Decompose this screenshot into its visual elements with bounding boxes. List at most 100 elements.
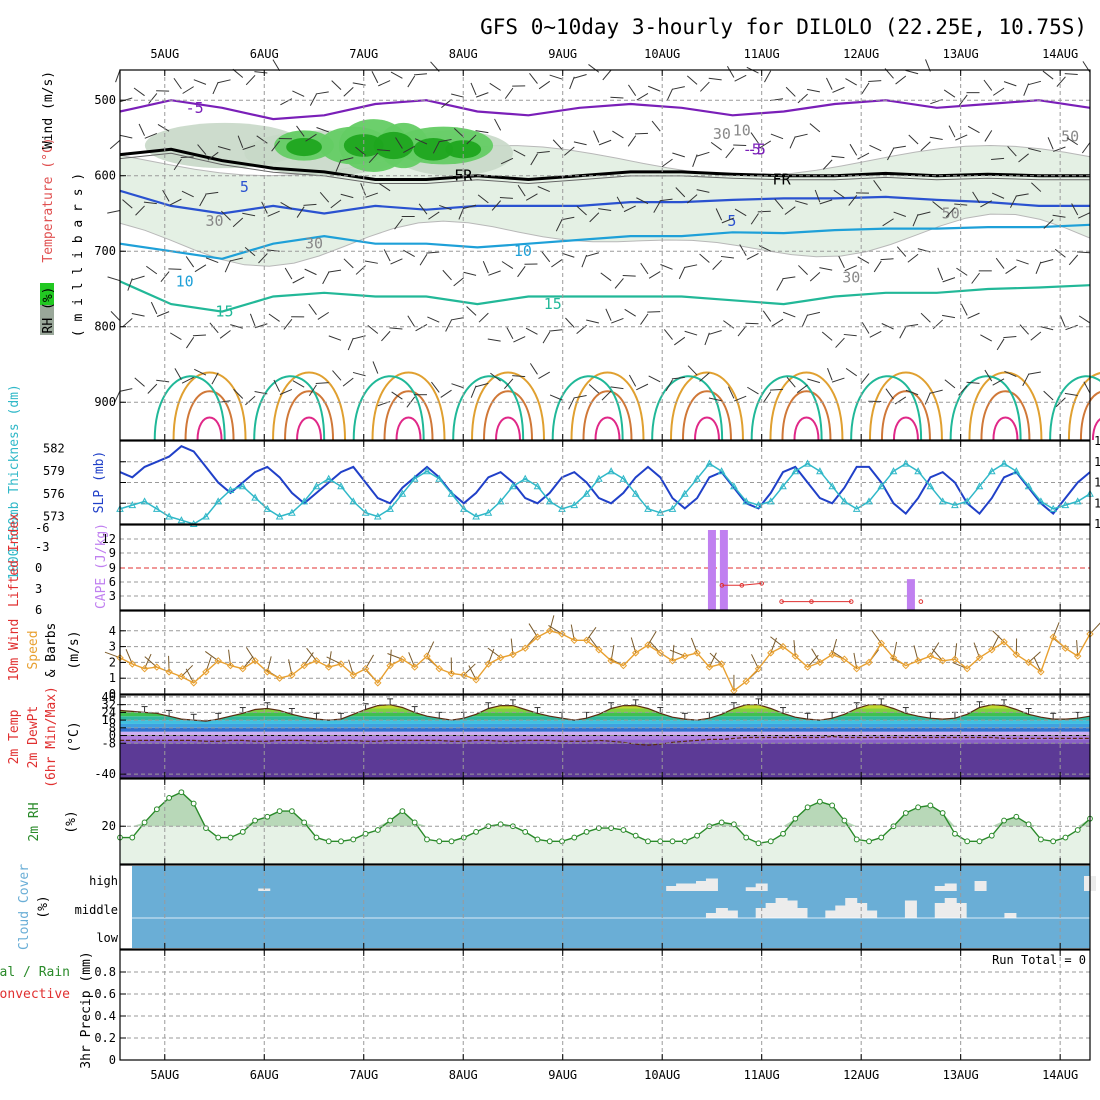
thickness-marker [779, 482, 787, 490]
wind-barb [230, 324, 243, 329]
wind10-marker [1073, 652, 1082, 660]
rh2m-marker [681, 838, 688, 845]
date-label-bottom: 5AUG [150, 1068, 179, 1082]
wind-barb [156, 379, 170, 383]
wind-barb [912, 214, 919, 227]
wind-barb [134, 377, 145, 387]
wind-barb [403, 145, 415, 154]
wind-barb [466, 306, 477, 316]
rh2m-axis-label: 2m RH [27, 802, 42, 841]
cloud-level-label: high [89, 874, 118, 888]
rh2m-marker [436, 838, 443, 845]
thickness-marker [914, 467, 922, 475]
wind-barb [254, 390, 268, 395]
wind-barb [807, 88, 820, 93]
wind-barb [956, 267, 968, 276]
wind-barb [328, 269, 342, 273]
wind-barb [712, 259, 723, 270]
cloud-gap [865, 910, 878, 918]
rh2m-marker [718, 819, 725, 826]
wind10-marker [202, 668, 210, 676]
wind-barb [319, 192, 330, 203]
rh2m-marker [178, 789, 185, 796]
wind-barb [343, 258, 354, 269]
rh2m-marker [534, 836, 541, 843]
wind-barb [686, 75, 698, 85]
temp-axis-label-1: 2m Temp [7, 709, 22, 764]
wind-barb [980, 200, 993, 208]
panel-frame [119, 524, 1091, 611]
cape-tick-label: 9 [109, 561, 116, 575]
wind-barb [819, 199, 833, 205]
wind-barb [501, 261, 514, 270]
wind10-marker [189, 679, 198, 687]
wind-barb [622, 274, 636, 277]
rh2m-marker [338, 838, 344, 845]
wind-barb [798, 265, 808, 275]
wind-barb [365, 192, 379, 198]
panel-frame [119, 949, 1091, 1061]
pressure-axis-label: ( m i l l i b a r s ) [71, 173, 86, 337]
temp-contour-low [1091, 418, 1100, 441]
rh2m-marker [571, 834, 578, 841]
wind-barb [696, 189, 710, 193]
rh2m-marker [780, 830, 786, 837]
wind-barb [440, 389, 452, 398]
temp-contour-low [383, 390, 434, 441]
li-tick-label: 0 [35, 561, 42, 575]
wind-barb [895, 75, 907, 85]
contour-label: 30 [205, 212, 223, 230]
wind-barb [628, 374, 637, 387]
wind-barb [122, 199, 133, 209]
wind10-panel: 0 1 23 4 10m Wind Speed & Barbs (m/s) [7, 610, 1100, 701]
wind-barb [296, 125, 305, 137]
thickness-marker [938, 497, 947, 505]
wind-barb [684, 264, 698, 269]
wind-barb [244, 247, 256, 257]
isotherm-line [119, 189, 1090, 215]
wind-barb [451, 93, 464, 98]
wind-barb [734, 208, 747, 217]
wind-barb [1043, 390, 1054, 401]
wind-barb [504, 378, 514, 389]
wind-barb [561, 216, 575, 221]
panel-frame [119, 69, 1091, 441]
rh2m-marker [767, 838, 774, 845]
wind10-marker [828, 650, 836, 659]
wind-barb [378, 80, 391, 87]
wind-barb [525, 327, 538, 335]
wind-barb [1007, 146, 1017, 157]
wind-barb [122, 318, 133, 328]
precip-axis-label: 3hr Precip (mm) [79, 951, 94, 1068]
thickness-marker [865, 497, 873, 505]
date-label-top: 9AUG [548, 47, 577, 61]
wind10-marker [951, 655, 959, 663]
thickness-marker [582, 489, 591, 497]
slp-line [119, 445, 1091, 516]
wind-barb [230, 257, 243, 262]
wind-barb [1047, 137, 1054, 150]
wind-barb [611, 317, 624, 324]
cloud-gap [775, 898, 788, 918]
wind-barb [470, 82, 477, 96]
wind-barb [427, 316, 440, 323]
wind-barb [538, 80, 551, 90]
li-line [721, 582, 762, 586]
wind-barb [944, 379, 956, 389]
wind-barb [209, 322, 219, 334]
wind10-marker [852, 664, 861, 673]
temp-contour-low [272, 371, 347, 441]
cloud-gap [705, 878, 718, 891]
wind-barb [984, 130, 993, 142]
wind-barb [211, 372, 219, 385]
wind-barb [549, 74, 563, 80]
wind-barb [205, 257, 219, 264]
y-tick-label: 0.2 [94, 1031, 116, 1045]
wind-barb [774, 198, 784, 210]
rh2m-marker [927, 802, 934, 809]
wind-barb [249, 313, 256, 327]
wind-barb [807, 311, 820, 316]
wind-barb [648, 85, 661, 92]
wind-barb [328, 335, 342, 341]
